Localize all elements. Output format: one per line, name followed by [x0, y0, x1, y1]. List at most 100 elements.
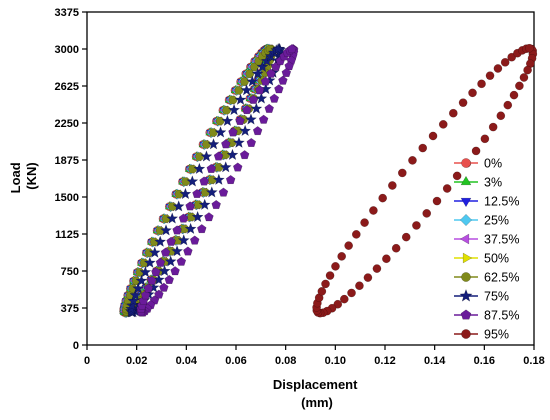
- legend-marker: [462, 252, 473, 264]
- series-10-point: [317, 286, 327, 296]
- series-8-point: [143, 256, 156, 269]
- x-tick-label: 0.08: [275, 355, 296, 367]
- legend: 0% 3% 12.5% 25% 37.5% 50% 62.5% 75% 87.5% 95%: [454, 157, 519, 342]
- series-9-point: [170, 266, 180, 276]
- legend-item: 37.5%: [454, 233, 519, 247]
- series-9-point: [185, 201, 195, 211]
- series-8-point: [232, 136, 246, 149]
- legend-label: 12.5%: [484, 195, 519, 209]
- series-8-point: [179, 187, 192, 200]
- series-8-point: [193, 162, 206, 175]
- series-10-point: [397, 168, 407, 178]
- series-8-point: [166, 212, 179, 224]
- series-9-point: [154, 289, 164, 299]
- series-8-point: [244, 113, 258, 125]
- series-8-point: [246, 75, 259, 87]
- series-10-point: [438, 119, 448, 129]
- series-10-point: [391, 243, 401, 253]
- series-10-point: [369, 206, 378, 215]
- series-9-point: [228, 127, 238, 137]
- series-9-point: [164, 274, 175, 284]
- series-9-loop: [136, 43, 299, 317]
- legend-marker: [461, 158, 471, 168]
- series-9-point: [192, 188, 202, 199]
- y-tick-label: 2250: [55, 118, 79, 130]
- series-7-point: [240, 77, 249, 87]
- legend-item: 62.5%: [454, 271, 519, 285]
- series-10-point: [500, 57, 510, 67]
- series-7-point: [181, 177, 191, 186]
- series-10-point: [401, 232, 411, 242]
- series-8-point: [272, 42, 285, 55]
- series-9-point: [140, 290, 151, 300]
- series-9-point: [264, 103, 274, 113]
- series-9-point: [151, 267, 161, 277]
- y-tick-label: 2625: [55, 81, 79, 93]
- legend-marker: [461, 272, 471, 282]
- series-10-point: [388, 181, 397, 190]
- series-9-point: [284, 61, 294, 71]
- series-10-point: [355, 281, 364, 291]
- legend-label: 3%: [484, 176, 502, 190]
- x-tick-label: 0.18: [523, 355, 544, 367]
- series-8-point: [186, 175, 199, 187]
- series-8-point: [226, 148, 239, 161]
- y-axis-title-unit: (KN): [24, 162, 39, 189]
- series-8-point: [132, 282, 145, 294]
- legend-marker: [460, 175, 472, 186]
- series-9-point: [235, 115, 245, 125]
- series-8-point: [205, 185, 218, 198]
- series-9-point: [287, 44, 297, 54]
- legend-label: 50%: [484, 252, 509, 266]
- series-7-point: [188, 164, 198, 174]
- series-10-point: [477, 79, 486, 89]
- series-9-point: [248, 94, 259, 104]
- series-10-point: [378, 193, 388, 203]
- series-7-point: [214, 162, 224, 172]
- series-7-point: [174, 189, 184, 199]
- series-9-point: [242, 105, 252, 115]
- x-axis-ticks: 0 0.02 0.04 0.06 0.08 0.10 0.12 0.14 0.16 0.18: [84, 345, 545, 367]
- legend-marker: [459, 213, 473, 227]
- series-8-point: [234, 93, 247, 106]
- legend-item: 75%: [454, 288, 509, 304]
- legend-marker: [461, 329, 471, 339]
- legend-item: 12.5%: [454, 195, 519, 209]
- series-8-point: [212, 173, 225, 186]
- series-8-point: [139, 265, 152, 278]
- x-tick-label: 0.04: [176, 355, 198, 367]
- series-10-point: [488, 122, 498, 132]
- x-axis-title: Displacement (mm): [273, 377, 361, 410]
- x-axis-title-unit: (mm): [301, 395, 333, 410]
- series-10-point: [496, 111, 506, 121]
- series-10-point: [503, 100, 513, 110]
- series-7-point: [209, 128, 218, 137]
- series-8-point: [251, 67, 264, 80]
- series-9-point: [206, 163, 217, 173]
- series-9-point: [221, 139, 231, 149]
- series-10-point: [360, 218, 369, 227]
- series-9-point: [281, 67, 292, 77]
- series-9-point: [178, 213, 189, 223]
- plot-frame: [86, 11, 535, 346]
- legend-item: 0%: [454, 157, 502, 171]
- series-9-point: [189, 235, 200, 245]
- series-8-point: [172, 200, 185, 212]
- series-9-point: [269, 93, 280, 103]
- series-9-point: [160, 247, 171, 257]
- y-tick-label: 1500: [55, 192, 79, 204]
- x-tick-label: 0.16: [474, 355, 495, 367]
- y-tick-label: 0: [73, 340, 79, 352]
- series-9-point: [155, 257, 166, 267]
- series-9-point: [266, 68, 276, 78]
- series-7-point: [245, 69, 255, 79]
- series-8-point: [177, 233, 190, 246]
- series-10-point: [344, 241, 354, 251]
- series-10-point: [448, 108, 458, 118]
- series-10-point: [333, 299, 343, 309]
- series-8-point: [159, 224, 173, 236]
- series-10-point: [458, 98, 468, 108]
- series-9-point: [183, 246, 193, 256]
- legend-marker: [459, 288, 473, 302]
- legend-item: 87.5%: [454, 309, 519, 323]
